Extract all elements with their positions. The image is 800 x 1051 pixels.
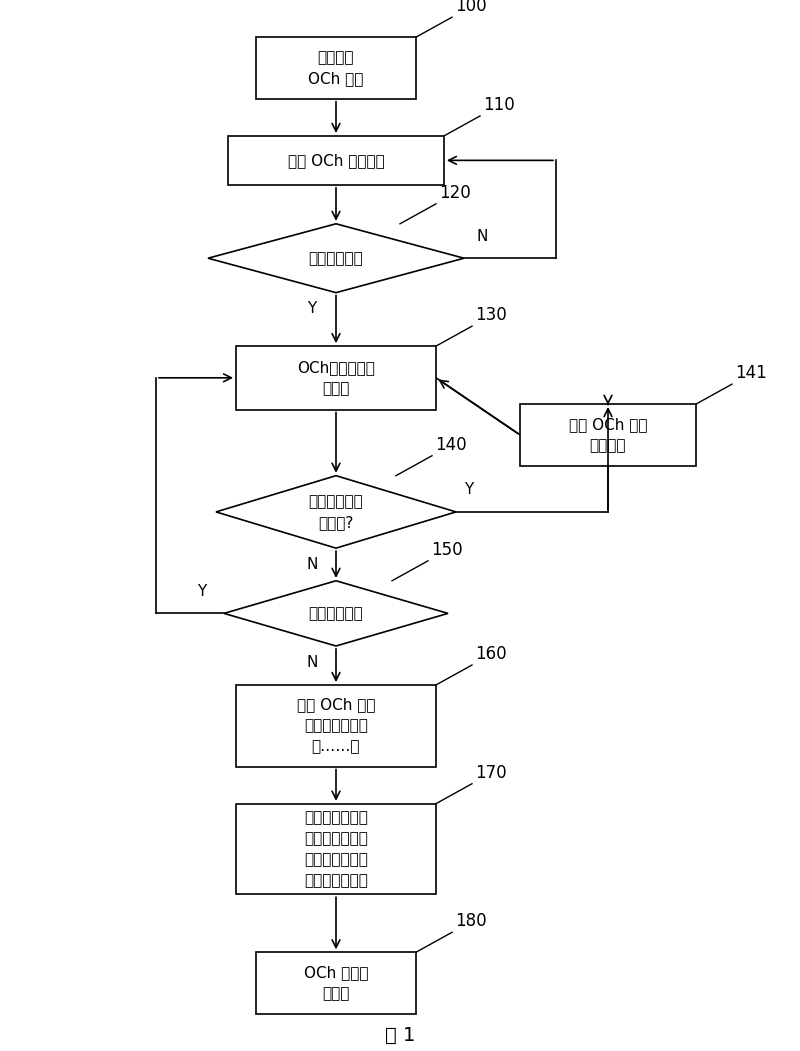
- Text: 120: 120: [439, 184, 471, 202]
- Text: OCh路径自动计
算路由: OCh路径自动计 算路由: [297, 359, 375, 396]
- Text: 图 1: 图 1: [385, 1026, 415, 1045]
- FancyBboxPatch shape: [256, 952, 416, 1014]
- Polygon shape: [216, 476, 456, 549]
- Text: Y: Y: [464, 482, 474, 497]
- Polygon shape: [208, 224, 464, 292]
- Text: OCh 路径创
建结束: OCh 路径创 建结束: [304, 965, 368, 1001]
- Text: 批量配置波长调
度单板并存储光
通道在网元内单
板之间路由信息: 批量配置波长调 度单板并存储光 通道在网元内单 板之间路由信息: [304, 810, 368, 888]
- Text: 180: 180: [455, 912, 487, 930]
- Text: 指定 OCh 路径
路山约束: 指定 OCh 路径 路山约束: [569, 417, 647, 453]
- FancyBboxPatch shape: [256, 37, 416, 99]
- Text: 选取 OCh 路径源宿: 选取 OCh 路径源宿: [288, 152, 384, 168]
- Polygon shape: [224, 581, 448, 646]
- FancyBboxPatch shape: [236, 685, 436, 766]
- Text: N: N: [476, 229, 487, 244]
- Text: 150: 150: [431, 541, 463, 559]
- FancyBboxPatch shape: [228, 136, 444, 185]
- Text: 源宿符合要求: 源宿符合要求: [309, 251, 363, 266]
- Text: 130: 130: [475, 306, 507, 325]
- Text: 140: 140: [435, 436, 467, 454]
- Text: 170: 170: [475, 764, 507, 782]
- Text: 110: 110: [483, 96, 515, 115]
- FancyBboxPatch shape: [520, 404, 696, 466]
- Text: N: N: [306, 557, 318, 572]
- Text: 160: 160: [475, 645, 507, 663]
- Text: 选择创建
OCh 路径: 选择创建 OCh 路径: [308, 50, 364, 86]
- Text: 141: 141: [735, 365, 767, 383]
- Text: 用户干预并修
改路由?: 用户干预并修 改路由?: [309, 494, 363, 530]
- Text: 设置 OCh 路径
属性（名称、客
户……）: 设置 OCh 路径 属性（名称、客 户……）: [297, 697, 375, 755]
- Text: 设置保护路由: 设置保护路由: [309, 605, 363, 621]
- FancyBboxPatch shape: [236, 804, 436, 894]
- Text: Y: Y: [197, 584, 206, 599]
- FancyBboxPatch shape: [236, 346, 436, 410]
- Text: N: N: [306, 655, 318, 669]
- Text: Y: Y: [307, 302, 317, 316]
- Text: 100: 100: [455, 0, 487, 16]
